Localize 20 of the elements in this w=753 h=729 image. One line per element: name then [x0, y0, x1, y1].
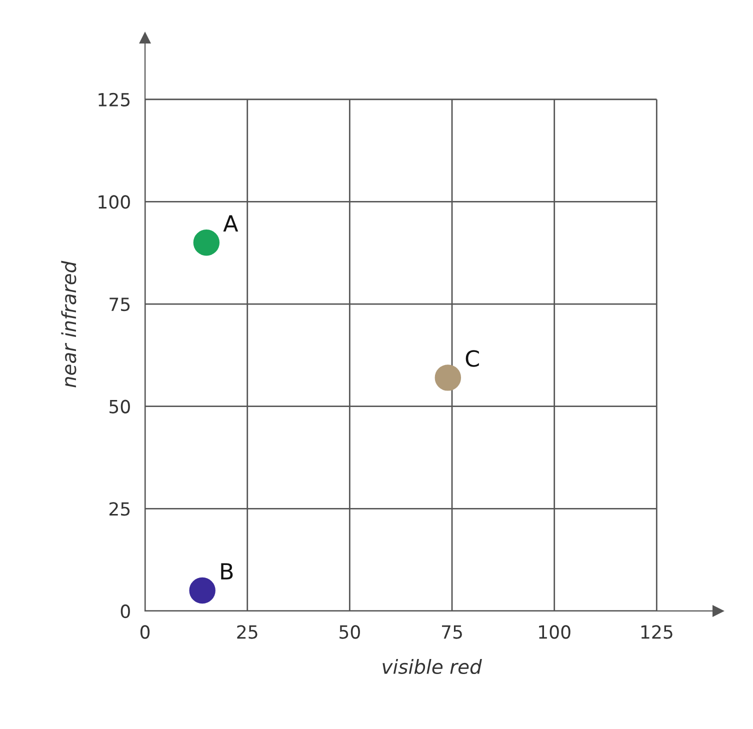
series-label: A [223, 215, 238, 232]
point [434, 364, 462, 391]
y-tick-label: 50 [110, 400, 130, 414]
y-tick-label: 0 [120, 604, 130, 618]
series-label: B [221, 563, 233, 580]
y-axis-title: near infrared [61, 260, 76, 388]
x-tick-label: 125 [641, 625, 672, 639]
point [189, 577, 216, 604]
y-tick-label: 75 [110, 298, 130, 312]
x-tick-label: 50 [340, 625, 360, 639]
x-tick-label: 100 [539, 625, 570, 639]
x-tick-label: 0 [140, 625, 150, 639]
series-label: C [466, 350, 479, 367]
y-tick-label: 125 [98, 92, 130, 106]
x-tick-label: 25 [237, 625, 258, 639]
x-tick-label: 75 [442, 625, 462, 639]
y-tick-label: 100 [98, 195, 130, 209]
point [193, 230, 220, 256]
x-axis-title: visible red [382, 659, 482, 674]
y-tick-label: 25 [109, 502, 130, 516]
